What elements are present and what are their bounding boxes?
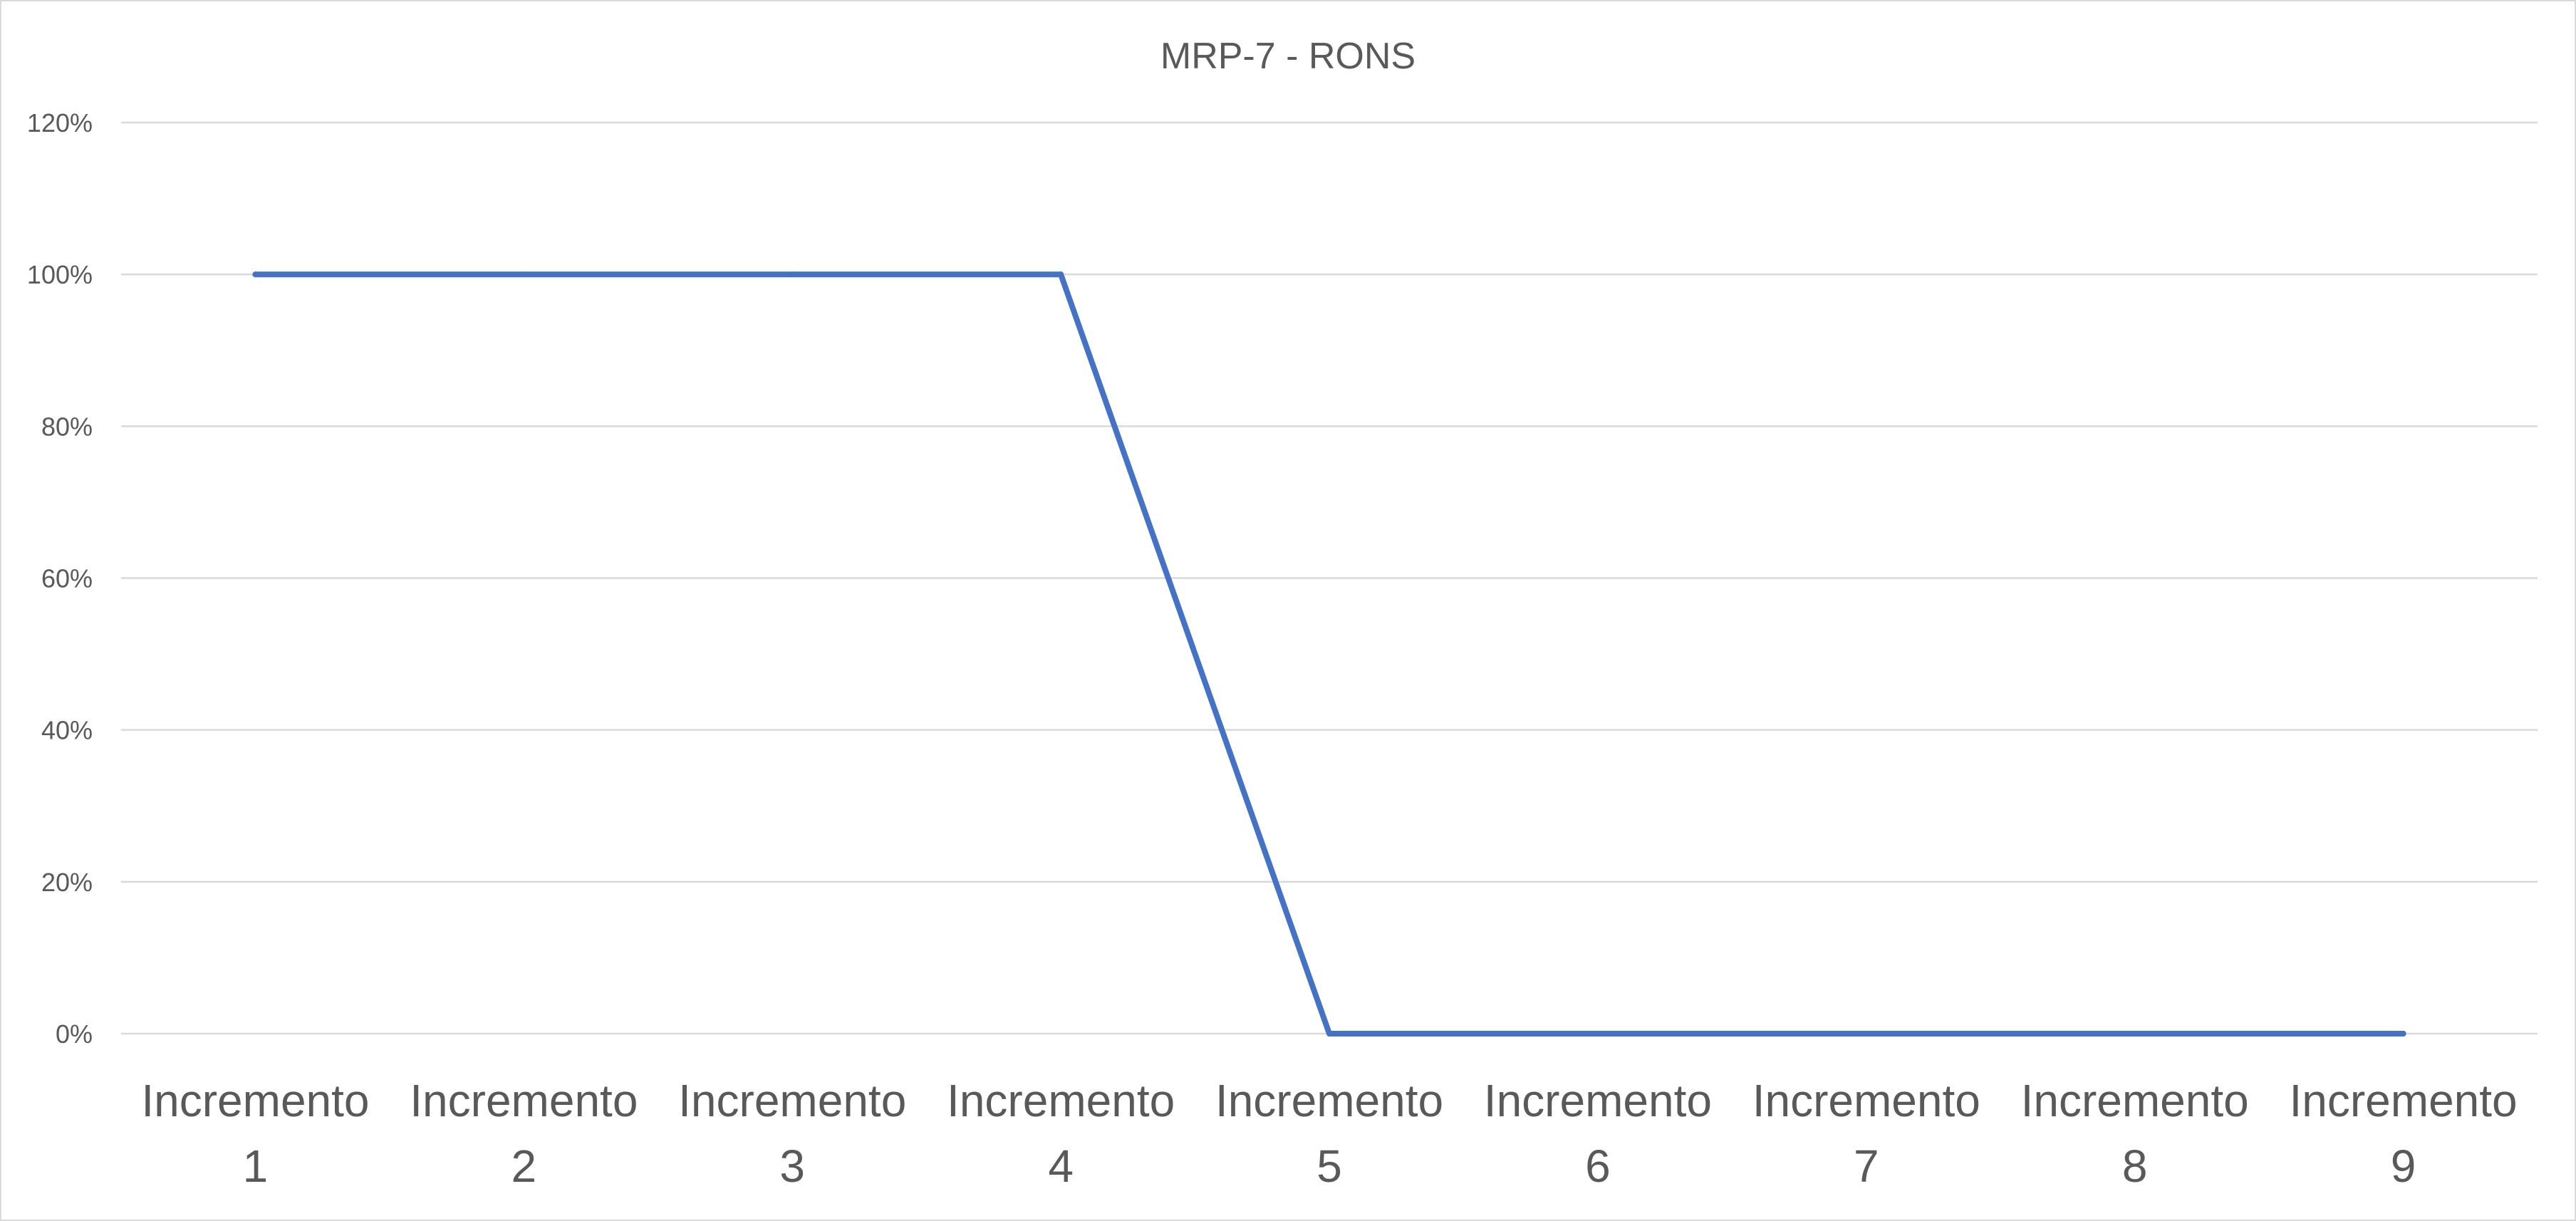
y-axis-tick-labels: 0% 20% 40% 60% 80% 100% 120%	[27, 108, 93, 1049]
y-tick-label: 120%	[27, 108, 93, 137]
data-point	[789, 271, 796, 278]
data-point	[252, 271, 259, 278]
y-tick-label: 80%	[41, 412, 93, 441]
data-point	[2131, 1031, 2138, 1036]
x-axis-tick-labels: Incremento 1 Incremento 2 Incremento 3 Increme…	[141, 1075, 2517, 1192]
data-point	[1326, 1031, 1332, 1036]
x-tick-label: Incremento 8	[2021, 1075, 2249, 1192]
chart-title: MRP-7 - RONS	[1160, 36, 1416, 77]
x-tick-label: Incremento 1	[141, 1075, 369, 1192]
data-point	[1058, 271, 1064, 278]
x-tick-label: Incremento 6	[1484, 1075, 1712, 1192]
x-tick-label: Incremento 3	[678, 1075, 906, 1192]
series-layer	[252, 271, 2406, 1036]
y-tick-label: 20%	[41, 868, 93, 897]
x-tick-label: Incremento 2	[410, 1075, 638, 1192]
x-tick-label: Incremento 5	[1215, 1075, 1443, 1192]
x-tick-label: Incremento 9	[2289, 1075, 2517, 1192]
y-tick-label: 60%	[41, 564, 93, 593]
data-point	[521, 271, 527, 278]
y-tick-label: 40%	[41, 716, 93, 745]
gridlines	[121, 121, 2538, 1035]
series-line	[252, 271, 2406, 1036]
data-point	[1863, 1031, 1869, 1036]
data-point	[2400, 1031, 2406, 1036]
data-point	[1594, 1031, 1601, 1036]
x-tick-label: Incremento 7	[1752, 1075, 1980, 1192]
y-tick-label: 0%	[56, 1019, 93, 1049]
y-tick-label: 100%	[27, 260, 93, 289]
x-tick-label: Incremento 4	[947, 1075, 1175, 1192]
